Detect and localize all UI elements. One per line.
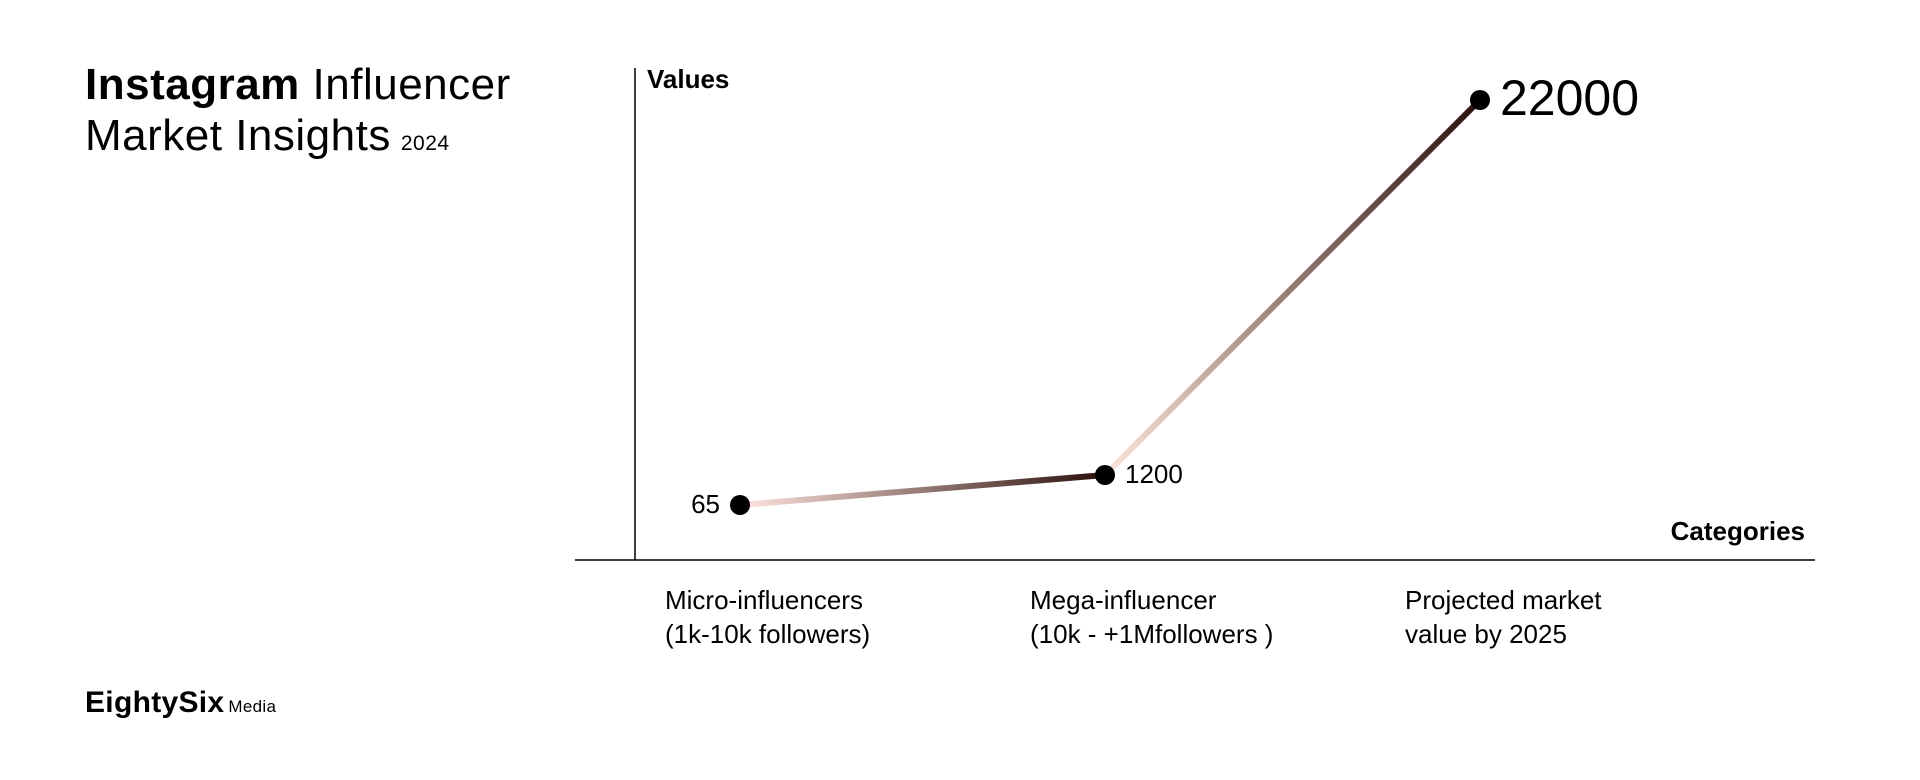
- page: Instagram Influencer Market Insights 2024…: [0, 0, 1920, 780]
- value-label-1: 65: [691, 489, 720, 520]
- title-line-2: Market Insights 2024: [85, 111, 511, 162]
- title-year: 2024: [401, 132, 450, 155]
- category-label-3: Projected market value by 2025: [1405, 584, 1602, 652]
- category-3-sub: value by 2025: [1405, 619, 1567, 649]
- value-label-3: 22000: [1500, 69, 1639, 127]
- y-axis-label: Values: [647, 64, 729, 95]
- title-bold: Instagram: [85, 60, 300, 109]
- category-1-sub: (1k-10k followers): [665, 619, 870, 649]
- brand-mark: EightySixMedia: [85, 686, 276, 720]
- line-chart: Values Categories 65 1200 22000 Micro-in…: [575, 60, 1855, 680]
- category-label-2: Mega-influencer (10k - +1Mfollowers ): [1030, 584, 1273, 652]
- title-line2-text: Market Insights: [85, 111, 391, 160]
- page-title: Instagram Influencer Market Insights 2024: [85, 60, 511, 161]
- brand-name: EightySix: [85, 686, 224, 719]
- title-line-1: Instagram Influencer: [85, 60, 511, 111]
- x-axis-label: Categories: [1671, 516, 1805, 547]
- category-2-title: Mega-influencer: [1030, 585, 1216, 615]
- title-rest1: Influencer: [300, 60, 511, 109]
- chart-segment-1: [740, 475, 1105, 505]
- chart-segment-2: [1105, 100, 1480, 475]
- brand-sub: Media: [228, 697, 276, 716]
- category-label-1: Micro-influencers (1k-10k followers): [665, 584, 870, 652]
- data-point-3: [1470, 90, 1490, 110]
- category-2-sub: (10k - +1Mfollowers ): [1030, 619, 1273, 649]
- category-3-title: Projected market: [1405, 585, 1602, 615]
- data-point-1: [730, 495, 750, 515]
- data-point-2: [1095, 465, 1115, 485]
- category-1-title: Micro-influencers: [665, 585, 863, 615]
- value-label-2: 1200: [1125, 459, 1183, 490]
